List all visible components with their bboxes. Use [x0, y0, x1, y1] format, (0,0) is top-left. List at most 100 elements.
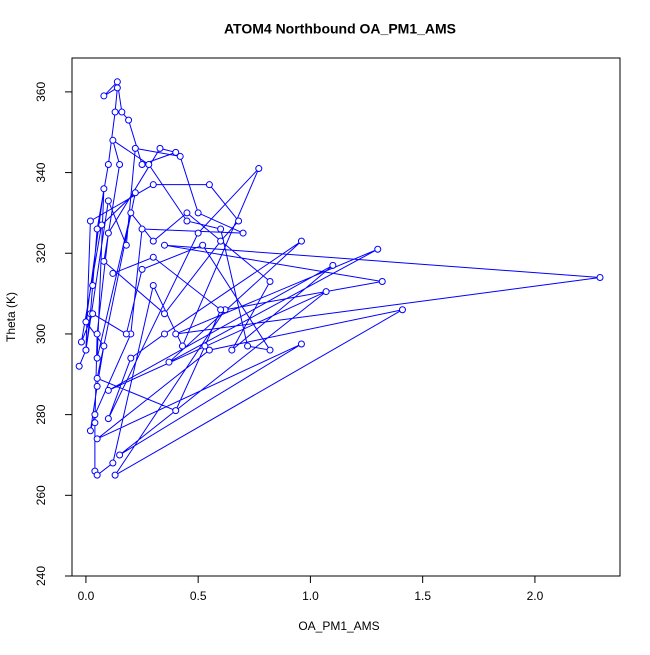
point [104, 197, 112, 205]
point [93, 471, 101, 479]
point [160, 310, 168, 318]
point [149, 237, 157, 245]
point [145, 161, 153, 169]
point [138, 265, 146, 273]
point [118, 108, 126, 116]
point [217, 237, 225, 245]
point [165, 358, 173, 366]
y-tick-label: 280 [34, 404, 48, 424]
point [194, 209, 202, 217]
y-tick-label: 320 [34, 243, 48, 263]
point [93, 225, 101, 233]
point [178, 342, 186, 350]
point [82, 346, 90, 354]
point [266, 277, 274, 285]
point [183, 209, 191, 217]
point [100, 92, 108, 100]
point [149, 181, 157, 189]
point [297, 340, 305, 348]
point [86, 427, 94, 435]
point [75, 362, 83, 370]
point [172, 148, 180, 156]
point [172, 407, 180, 415]
x-tick-label: 0.5 [190, 589, 207, 603]
point [217, 306, 225, 314]
point [111, 108, 119, 116]
x-tick-label: 1.0 [302, 589, 319, 603]
point [116, 161, 124, 169]
point [93, 330, 101, 338]
point [255, 165, 263, 173]
point [111, 471, 119, 479]
point [122, 330, 130, 338]
point [329, 261, 337, 269]
x-tick-label: 2.0 [527, 589, 544, 603]
point [160, 330, 168, 338]
point [378, 277, 386, 285]
point [127, 209, 135, 217]
point [138, 161, 146, 169]
point [104, 386, 112, 394]
point [138, 225, 146, 233]
point [156, 144, 164, 152]
point [100, 257, 108, 265]
y-axis-label: Theta (K) [4, 292, 18, 342]
point [297, 237, 305, 245]
y-tick-label: 300 [34, 324, 48, 344]
point [205, 181, 213, 189]
y-tick-label: 340 [34, 162, 48, 182]
point [127, 354, 135, 362]
point [113, 84, 121, 92]
point [596, 273, 604, 281]
point [160, 241, 168, 249]
point [91, 419, 99, 427]
y-tick-label: 240 [34, 566, 48, 586]
point [244, 342, 252, 350]
x-tick-label: 0.0 [78, 589, 95, 603]
point [116, 451, 124, 459]
point [93, 435, 101, 443]
y-tick-label: 260 [34, 485, 48, 505]
point [201, 342, 209, 350]
point [86, 217, 94, 225]
point [82, 318, 90, 326]
point [93, 374, 101, 382]
point [122, 241, 130, 249]
point [322, 288, 330, 296]
point [374, 245, 382, 253]
point [131, 144, 139, 152]
point [109, 459, 117, 467]
point [100, 342, 108, 350]
point [228, 346, 236, 354]
point [183, 217, 191, 225]
point [109, 136, 117, 144]
point [77, 338, 85, 346]
x-tick-label: 1.5 [414, 589, 431, 603]
x-axis-label: OA_PM1_AMS [298, 619, 379, 633]
point [398, 306, 406, 314]
point [104, 415, 112, 423]
point [89, 310, 97, 318]
y-tick-label: 360 [34, 82, 48, 102]
point [199, 241, 207, 249]
point [235, 217, 243, 225]
point [93, 382, 101, 390]
point [131, 189, 139, 197]
point [205, 346, 213, 354]
point [91, 411, 99, 419]
point [93, 354, 101, 362]
point [176, 152, 184, 160]
point [109, 269, 117, 277]
point [125, 116, 133, 124]
point [89, 282, 97, 290]
point [149, 282, 157, 290]
point [100, 185, 108, 193]
point [113, 78, 121, 86]
plot-frame [71, 57, 621, 577]
point [194, 229, 202, 237]
point [239, 229, 247, 237]
point [98, 221, 106, 229]
point [217, 225, 225, 233]
